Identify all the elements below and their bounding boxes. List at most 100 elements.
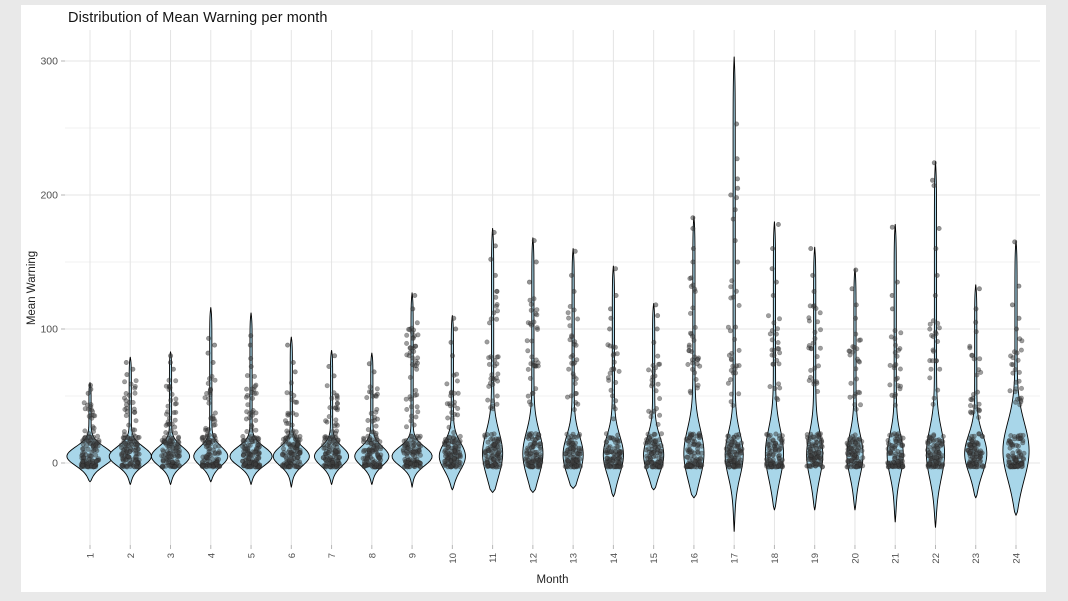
data-point bbox=[407, 345, 413, 351]
data-point bbox=[940, 453, 946, 459]
data-point bbox=[887, 382, 893, 388]
data-point bbox=[250, 412, 256, 418]
data-point-outlier bbox=[853, 302, 859, 308]
data-point bbox=[247, 415, 253, 421]
data-point bbox=[172, 401, 178, 407]
data-point bbox=[86, 431, 92, 437]
data-point bbox=[725, 324, 731, 330]
data-point bbox=[172, 441, 178, 447]
data-point bbox=[725, 437, 731, 443]
data-point bbox=[1008, 463, 1014, 469]
data-point bbox=[536, 441, 542, 447]
data-point bbox=[414, 360, 420, 366]
data-point bbox=[165, 403, 171, 409]
data-point bbox=[695, 382, 701, 388]
data-point bbox=[729, 439, 735, 445]
data-point bbox=[243, 394, 249, 400]
data-point-outlier bbox=[1016, 315, 1022, 321]
data-point bbox=[325, 450, 331, 456]
data-point bbox=[485, 445, 491, 451]
data-point bbox=[240, 433, 246, 439]
data-point bbox=[730, 402, 736, 408]
data-point-outlier bbox=[492, 243, 498, 249]
data-point-outlier bbox=[285, 342, 291, 348]
data-point-outlier bbox=[1013, 326, 1019, 332]
data-point bbox=[122, 406, 128, 412]
data-point bbox=[817, 459, 823, 465]
x-tick-label: 21 bbox=[891, 553, 902, 564]
data-point bbox=[132, 385, 138, 391]
data-point bbox=[976, 401, 982, 407]
data-point bbox=[811, 381, 817, 387]
data-point-outlier bbox=[770, 246, 776, 252]
data-point-outlier bbox=[168, 353, 174, 359]
data-point bbox=[281, 463, 287, 469]
x-tick-label: 5 bbox=[247, 553, 258, 558]
data-point bbox=[767, 384, 773, 390]
data-point bbox=[376, 455, 382, 461]
data-point-outlier bbox=[607, 326, 613, 332]
data-point bbox=[610, 416, 616, 422]
data-point bbox=[408, 396, 414, 402]
data-point bbox=[852, 402, 858, 408]
data-point bbox=[247, 442, 253, 448]
data-point bbox=[688, 390, 694, 396]
data-point bbox=[728, 284, 734, 290]
data-point bbox=[361, 447, 367, 453]
data-point bbox=[453, 444, 459, 450]
data-point bbox=[252, 373, 258, 379]
data-point bbox=[493, 294, 499, 300]
data-point bbox=[818, 439, 824, 445]
data-point bbox=[888, 450, 894, 456]
data-point bbox=[442, 458, 448, 464]
data-point bbox=[325, 456, 331, 462]
data-point bbox=[412, 343, 418, 349]
data-point bbox=[573, 376, 579, 382]
data-point bbox=[484, 460, 490, 466]
data-point bbox=[725, 433, 731, 439]
data-point bbox=[494, 401, 500, 407]
data-point bbox=[408, 433, 414, 439]
data-point-outlier bbox=[849, 286, 855, 292]
data-point-outlier bbox=[932, 292, 938, 298]
data-point bbox=[605, 375, 611, 381]
data-point bbox=[176, 434, 182, 440]
y-tick-label: 0 bbox=[52, 458, 58, 470]
data-point-outlier bbox=[531, 238, 537, 244]
data-point bbox=[287, 464, 293, 470]
data-point bbox=[657, 361, 663, 367]
data-point bbox=[685, 438, 691, 444]
data-point-outlier bbox=[248, 363, 254, 369]
data-point bbox=[123, 413, 129, 419]
data-point bbox=[457, 433, 463, 439]
data-point-outlier bbox=[853, 267, 859, 273]
data-point-outlier bbox=[571, 288, 577, 294]
data-point bbox=[449, 416, 455, 422]
data-point bbox=[935, 387, 941, 393]
data-point-outlier bbox=[811, 288, 817, 294]
data-point bbox=[893, 376, 899, 382]
data-point bbox=[614, 452, 620, 458]
data-point bbox=[1010, 355, 1016, 361]
data-point bbox=[241, 462, 247, 468]
data-point bbox=[615, 432, 621, 438]
data-point bbox=[403, 424, 409, 430]
data-point bbox=[687, 310, 693, 316]
data-point-outlier bbox=[894, 279, 900, 285]
data-point bbox=[1013, 386, 1019, 392]
data-point bbox=[85, 460, 91, 466]
data-point bbox=[613, 379, 619, 385]
data-point bbox=[524, 462, 530, 468]
data-point bbox=[609, 393, 615, 399]
data-point bbox=[374, 386, 380, 392]
data-point bbox=[691, 337, 697, 343]
data-point-outlier bbox=[210, 359, 216, 365]
data-point bbox=[685, 361, 691, 367]
data-point bbox=[772, 446, 778, 452]
data-point bbox=[414, 320, 420, 326]
data-point bbox=[163, 383, 169, 389]
data-point bbox=[860, 455, 866, 461]
data-point bbox=[169, 421, 175, 427]
data-point bbox=[777, 385, 783, 391]
